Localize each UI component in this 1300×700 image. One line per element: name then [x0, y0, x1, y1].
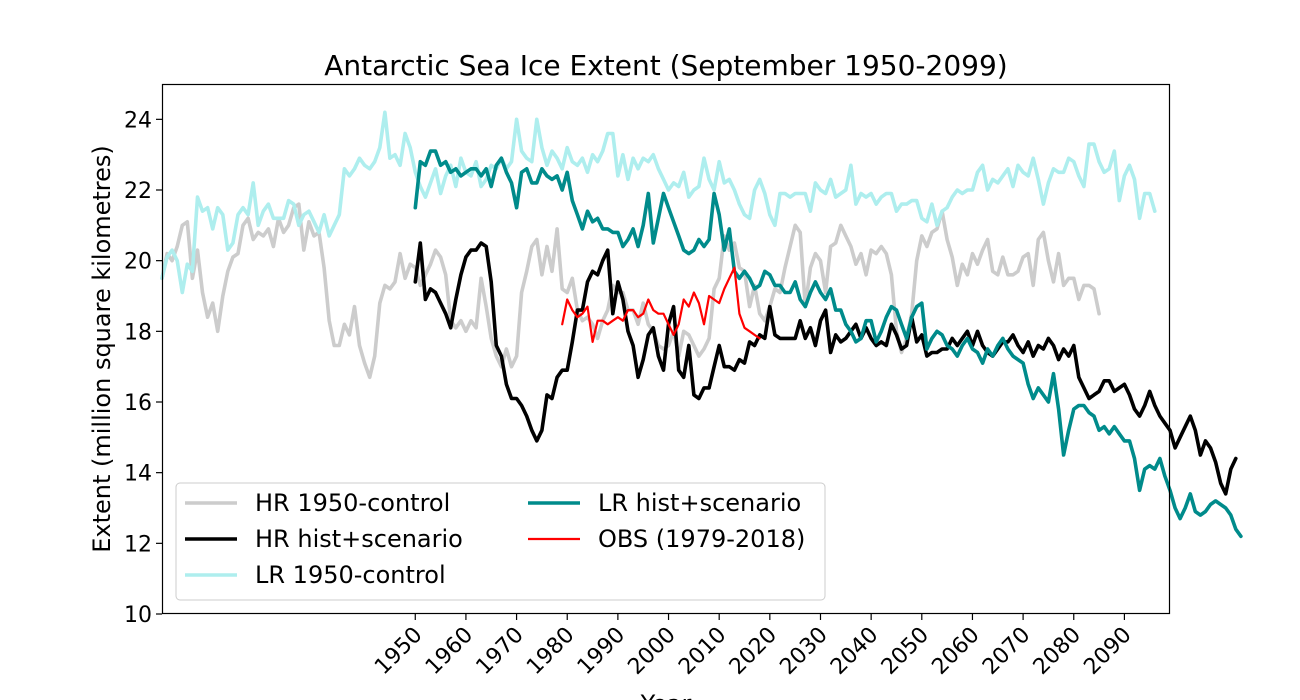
legend-label-0: HR 1950-control — [255, 489, 450, 517]
series-line-3 — [413, 149, 1243, 539]
x-tick-label: 1970 — [472, 623, 529, 680]
legend-label-4: OBS (1979-2018) — [598, 525, 805, 553]
chart-title: Antarctic Sea Ice Extent (September 1950… — [324, 49, 1007, 82]
x-tick-label: 1990 — [573, 623, 630, 680]
x-tick-label: 2030 — [775, 623, 832, 680]
x-tick-label: 2090 — [1079, 623, 1136, 680]
x-tick-label: 2070 — [978, 623, 1035, 680]
y-tick-label: 14 — [124, 462, 152, 487]
x-tick-label: 2080 — [1029, 623, 1086, 680]
series-layer — [160, 110, 1243, 539]
x-axis-label: Year — [640, 690, 692, 700]
x-tick-label: 2000 — [623, 623, 680, 680]
y-tick-label: 18 — [124, 320, 152, 345]
y-tick-label: 24 — [124, 108, 152, 133]
y-tick-label: 12 — [124, 532, 152, 557]
x-tick-label: 2040 — [826, 623, 883, 680]
y-axis-label: Extent (million square kilometres) — [88, 145, 116, 553]
x-tick-label: 1950 — [370, 623, 427, 680]
plot-frame — [161, 83, 1171, 615]
y-tick-label: 16 — [124, 391, 152, 416]
y-axis: 10 12 14 16 18 20 22 24 — [124, 108, 162, 628]
x-tick-label: 1960 — [421, 623, 478, 680]
series-line-1 — [413, 241, 1238, 496]
legend-label-1: HR hist+scenario — [255, 525, 463, 553]
series-line-2 — [160, 110, 1157, 295]
plot-area — [160, 110, 1243, 539]
x-tick-label: 2050 — [877, 623, 934, 680]
y-tick-label: 20 — [124, 250, 152, 275]
legend-label-3: LR hist+scenario — [598, 489, 801, 517]
x-tick-label: 2020 — [725, 623, 782, 680]
legend-box — [175, 482, 826, 601]
series-line-4 — [561, 266, 761, 343]
legend: HR 1950-control HR hist+scenario LR 1950-c… — [175, 482, 826, 601]
x-tick-label: 2060 — [927, 623, 984, 680]
x-axis: 1950196019701980199020002010202020302040… — [370, 614, 1137, 680]
y-tick-label: 22 — [124, 179, 152, 204]
x-tick-label: 1980 — [522, 623, 579, 680]
x-tick-label: 2010 — [674, 623, 731, 680]
y-tick-label: 10 — [124, 603, 152, 628]
legend-label-2: LR 1950-control — [255, 561, 446, 589]
